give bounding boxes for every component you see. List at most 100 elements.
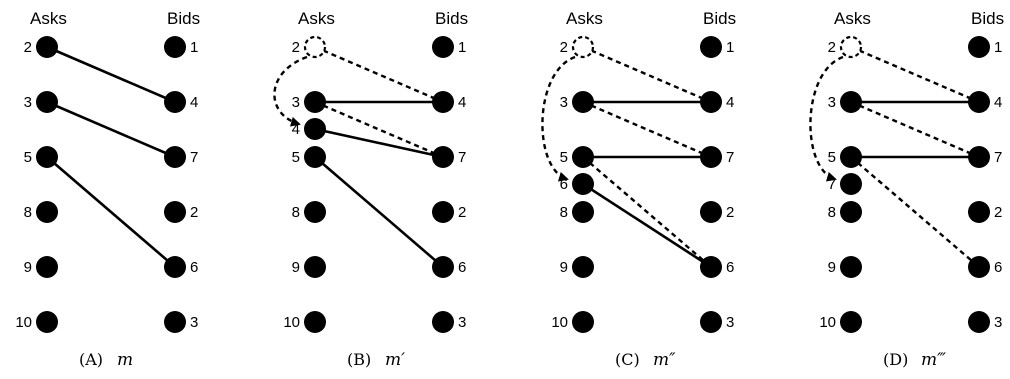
dashed-edge [582,45,712,104]
ask-node [304,146,326,168]
bid-label: 3 [458,314,466,331]
ask-node [304,256,326,278]
ask-node [840,311,862,333]
ask-node [572,146,594,168]
ask-label: 5 [828,149,836,166]
solid-edge [582,182,712,269]
bid-label: 6 [726,259,734,276]
bid-node [164,311,186,333]
bid-node [164,256,186,278]
bids-header: Bids [703,9,736,28]
panel-b: Asks Bids 2 3 4 5 8 9 10 1 4 7 2 6 3 (B) m′ [273,9,468,370]
ask-node [572,256,594,278]
ask-label: 9 [24,259,32,276]
bid-node [432,146,454,168]
ask-label: 5 [560,149,568,166]
bid-label: 2 [190,204,198,221]
ask-label: 9 [828,259,836,276]
ask-node [840,256,862,278]
asks-header: Asks [834,9,871,28]
dashed-edge [850,100,980,159]
ask-label: 2 [292,39,300,56]
bid-label: 6 [458,259,466,276]
move-arrow [809,55,844,182]
ask-label: 10 [15,314,32,331]
bid-node [432,201,454,223]
ask-node [36,201,58,223]
bid-label: 4 [994,94,1002,111]
ask-label: 3 [560,94,568,111]
ask-node [840,201,862,223]
bid-node [432,36,454,58]
bid-node [700,311,722,333]
ask-label: 8 [24,204,32,221]
ask-label: 5 [292,149,300,166]
bid-node [700,146,722,168]
dashed-edge [850,156,980,268]
ask-node-moved [303,35,327,59]
bid-label: 7 [994,149,1002,166]
ask-node [572,173,594,195]
bid-label: 4 [726,94,734,111]
bid-node [968,91,990,113]
asks-header: Asks [298,9,335,28]
ask-label: 6 [560,176,568,193]
ask-node [36,311,58,333]
panel-c: Asks Bids 2 3 5 6 8 9 10 1 4 7 2 6 3 (C) m″ [541,9,736,370]
bid-label: 2 [458,204,466,221]
ask-label: 9 [560,259,568,276]
ask-node-moved [839,35,863,59]
bid-node [968,256,990,278]
move-arrow [541,55,576,182]
ask-node [36,36,58,58]
ask-node [840,173,862,195]
ask-node-moved [571,35,595,59]
bid-label: 1 [726,39,734,56]
panel-caption: (C) [615,350,640,369]
bid-label: 2 [994,204,1002,221]
panel-d: Asks Bids 2 3 5 7 8 9 10 1 4 7 2 6 3 (D) m‴ [809,9,1004,370]
bid-label: 7 [190,149,198,166]
panel-caption: (D) [883,350,908,369]
bid-node [700,201,722,223]
ask-label: 10 [551,314,568,331]
bids-header: Bids [971,9,1004,28]
bid-node [432,256,454,278]
ask-node [304,118,326,140]
dashed-edge [582,156,712,268]
asks-header: Asks [30,9,67,28]
ask-node [36,146,58,168]
ask-node [840,146,862,168]
bid-node [164,91,186,113]
bid-label: 1 [458,39,466,56]
bid-label: 2 [726,204,734,221]
bid-node [432,311,454,333]
bid-label: 4 [190,94,198,111]
solid-edge [46,45,176,104]
move-arrow [273,55,308,127]
ask-label: 7 [828,176,836,193]
ask-label: 4 [292,121,300,138]
panel-a: Asks Bids 2 3 5 8 9 10 1 4 7 2 6 3 (A) m [15,9,200,370]
dashed-edge [850,45,980,104]
bid-node [164,146,186,168]
ask-node [572,91,594,113]
panel-caption-math: m‴ [921,350,946,370]
bid-label: 7 [458,149,466,166]
ask-label: 2 [24,39,32,56]
bid-node [164,201,186,223]
panel-caption-math: m [117,350,133,370]
ask-label: 3 [828,94,836,111]
ask-node [572,311,594,333]
bid-node [700,256,722,278]
ask-node [36,256,58,278]
solid-edge [46,100,176,159]
panel-caption: (B) [347,350,371,369]
ask-label: 8 [560,204,568,221]
bid-label: 6 [994,259,1002,276]
bid-label: 3 [726,314,734,331]
panel-caption-math: m″ [653,350,676,370]
bid-node [700,36,722,58]
dashed-edge [314,45,444,104]
